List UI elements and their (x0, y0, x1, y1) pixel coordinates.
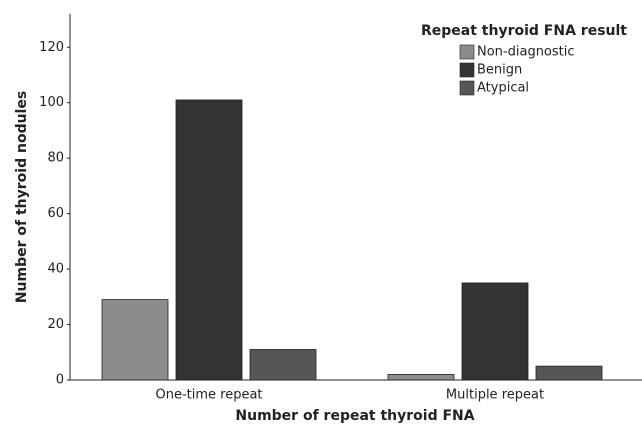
x-tick-label: Multiple repeat (446, 388, 544, 403)
bar (101, 299, 169, 381)
x-tick-label: One-time repeat (155, 388, 262, 403)
legend-swatch (459, 44, 475, 60)
x-axis-label: Number of repeat thyroid FNA (235, 408, 474, 424)
legend-swatch (459, 80, 475, 96)
bar (387, 374, 455, 381)
y-tick-label: 80 (47, 151, 64, 166)
legend-swatch (459, 62, 475, 78)
bar (535, 365, 603, 381)
bar (461, 282, 529, 381)
y-tick-label: 120 (39, 40, 64, 55)
y-tick-label: 0 (56, 373, 64, 388)
bar (249, 349, 317, 381)
y-tick-label: 100 (39, 95, 64, 110)
legend-label: Benign (477, 63, 522, 78)
y-tick-label: 60 (47, 206, 64, 221)
y-tick-label: 20 (47, 317, 64, 332)
bar (175, 99, 243, 381)
y-tick-label: 40 (47, 262, 64, 277)
legend-title: Repeat thyroid FNA result (421, 23, 627, 39)
legend-label: Atypical (477, 81, 529, 96)
y-axis-label: Number of thyroid nodules (14, 91, 30, 303)
legend-label: Non-diagnostic (477, 45, 575, 60)
